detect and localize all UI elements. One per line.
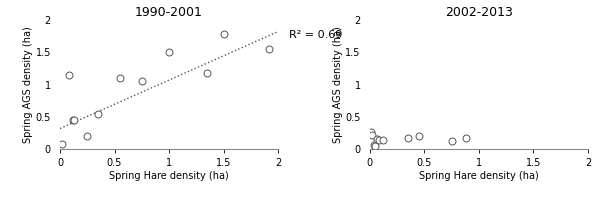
Point — [461, 137, 470, 140]
Point — [70, 119, 79, 122]
Point — [370, 143, 379, 146]
X-axis label: Spring Hare density (ha): Spring Hare density (ha) — [419, 171, 539, 181]
Point — [115, 76, 125, 80]
Point — [137, 80, 146, 83]
X-axis label: Spring Hare density (ha): Spring Hare density (ha) — [109, 171, 229, 181]
Text: R² = 0.01: R² = 0.01 — [599, 30, 600, 40]
Point — [202, 71, 212, 75]
Point — [447, 140, 457, 143]
Point — [378, 138, 388, 141]
Point — [94, 112, 103, 115]
Point — [82, 135, 92, 138]
Point — [58, 142, 67, 146]
Point — [414, 135, 424, 138]
Y-axis label: Spring AGS density (ha): Spring AGS density (ha) — [332, 26, 343, 143]
Point — [367, 133, 377, 137]
Point — [164, 51, 174, 54]
Point — [68, 119, 78, 122]
Title: 2002-2013: 2002-2013 — [445, 6, 513, 19]
Y-axis label: Spring AGS density (ha): Spring AGS density (ha) — [23, 26, 33, 143]
Point — [219, 32, 229, 36]
Point — [366, 130, 376, 133]
Point — [370, 144, 380, 148]
Title: 1990-2001: 1990-2001 — [135, 6, 203, 19]
Point — [64, 73, 74, 76]
Point — [265, 47, 274, 51]
Text: R² = 0.69: R² = 0.69 — [289, 30, 343, 40]
Point — [374, 139, 383, 142]
Point — [403, 136, 413, 139]
Point — [373, 137, 382, 140]
